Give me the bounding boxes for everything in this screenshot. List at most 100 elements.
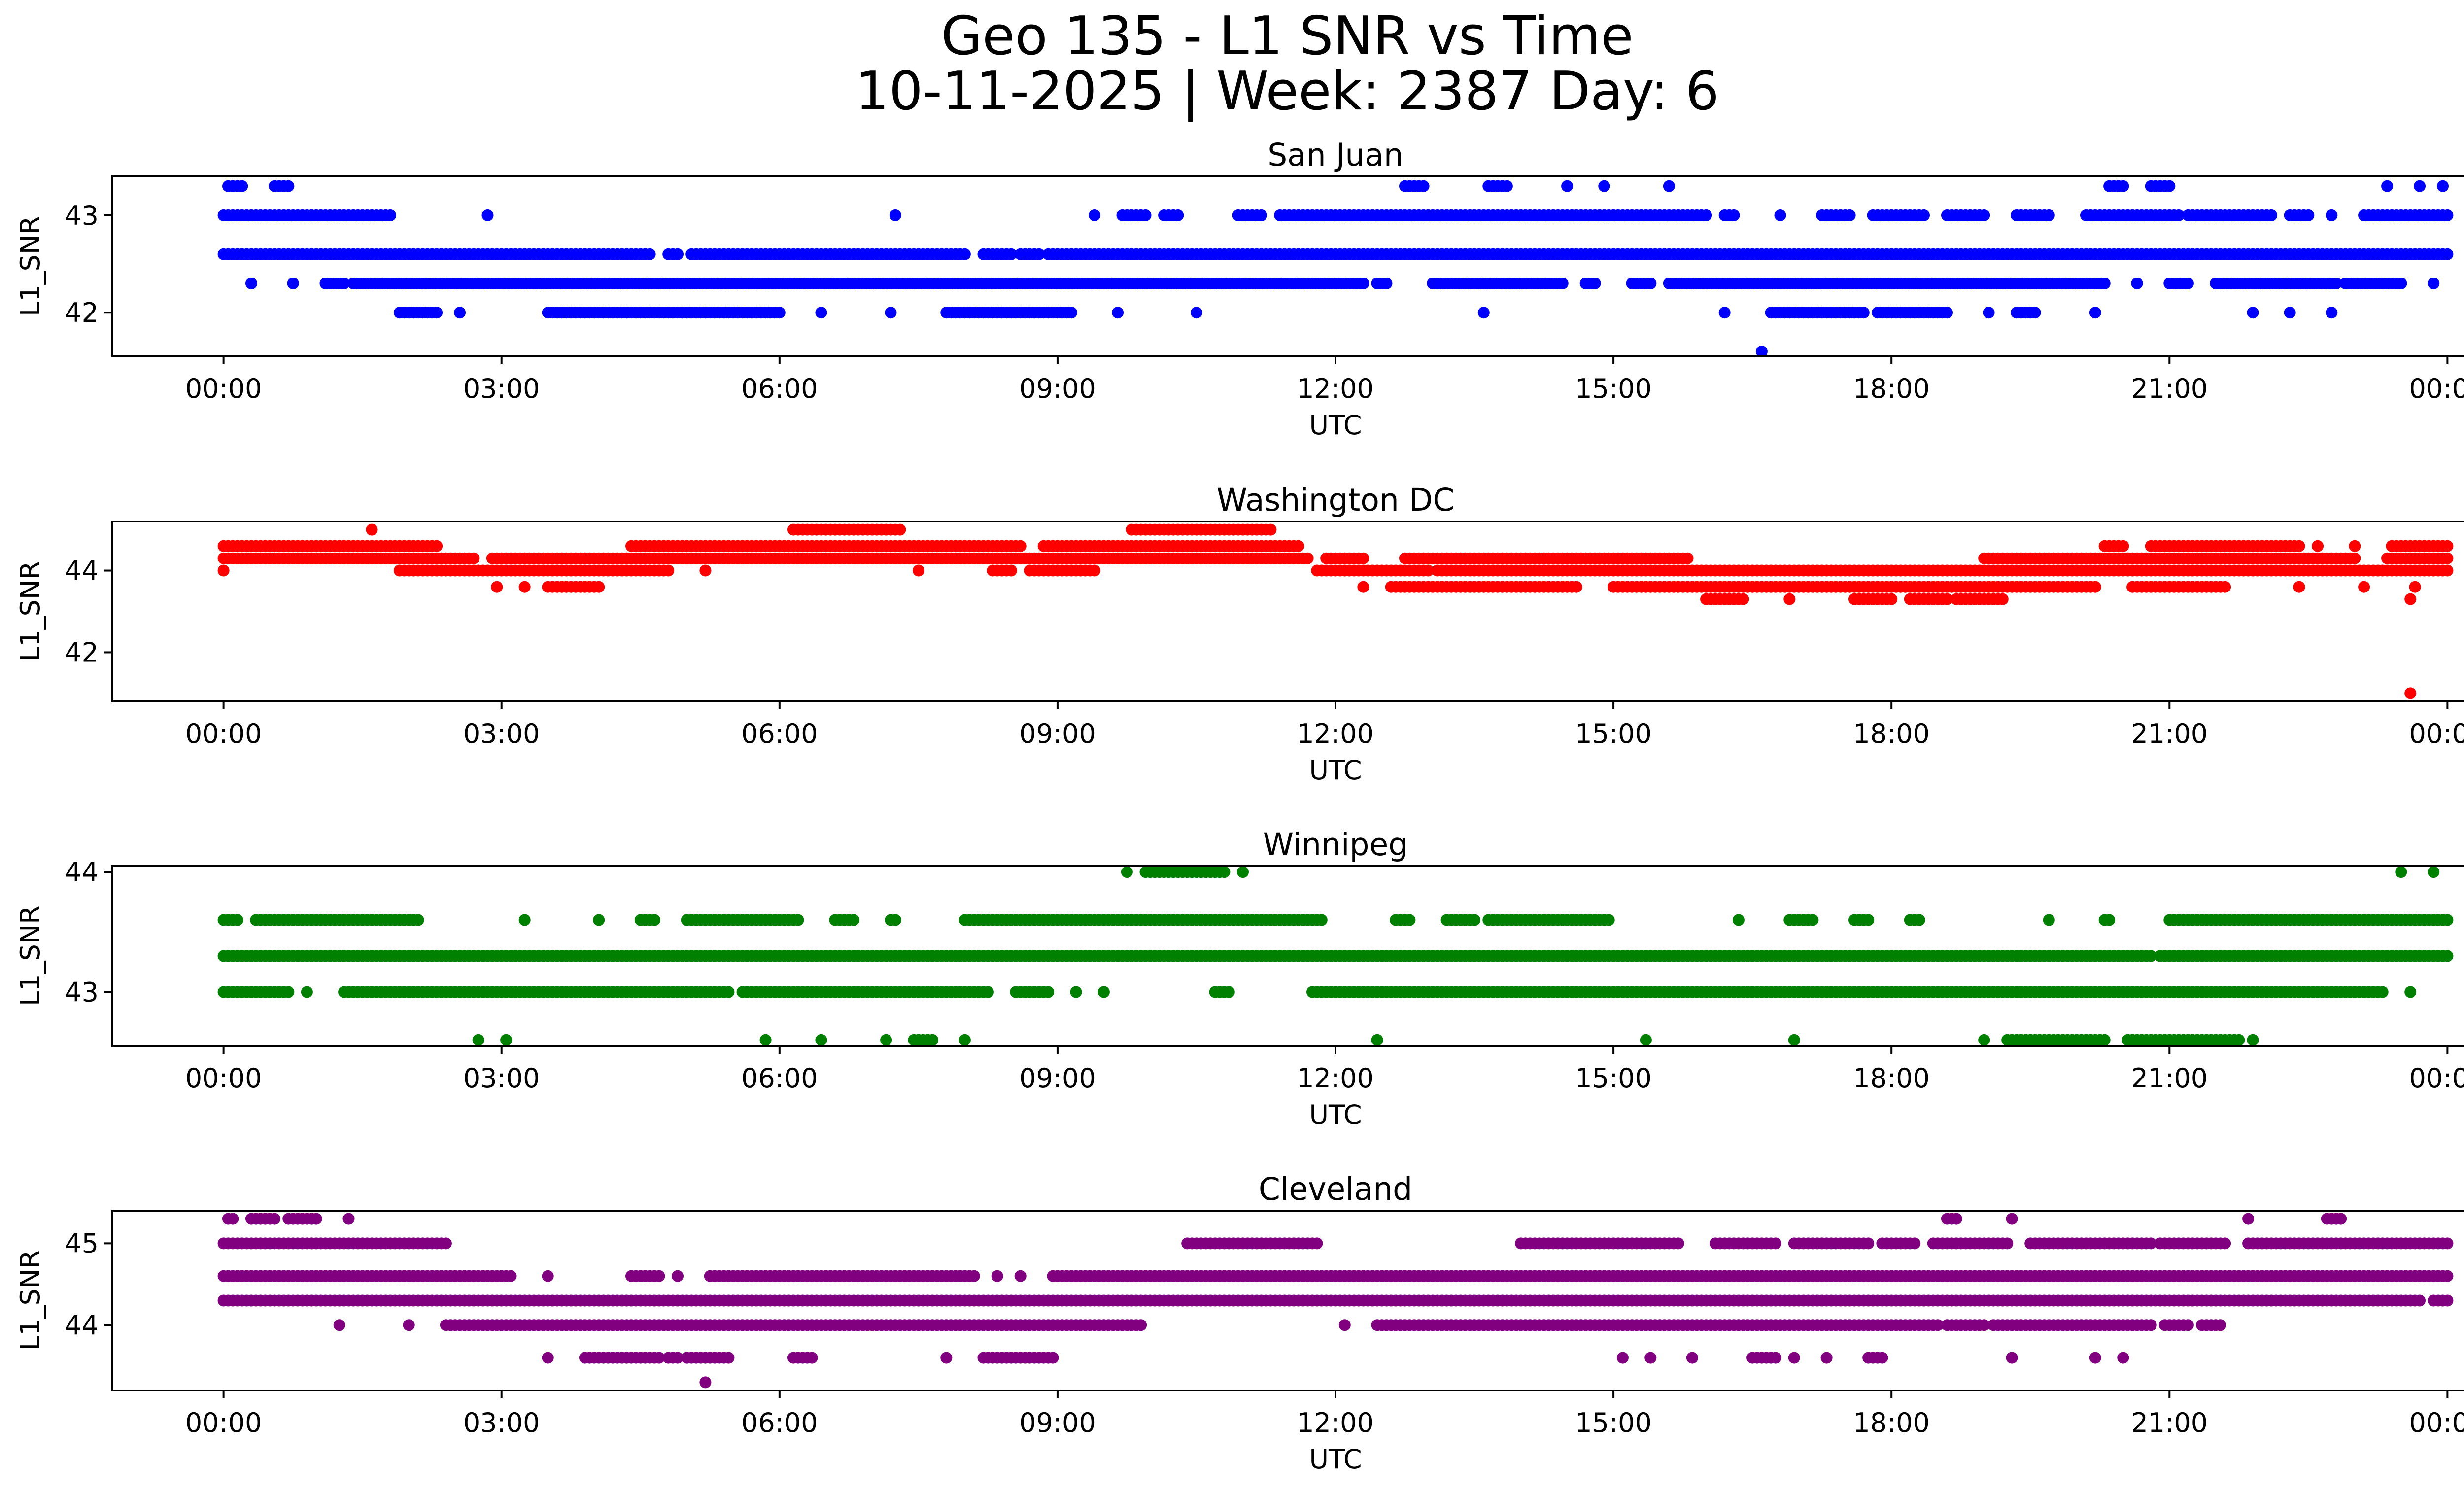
data-point [2441, 248, 2454, 260]
data-point [2302, 209, 2315, 221]
data-point [1788, 1034, 1800, 1046]
data-point [2441, 564, 2454, 577]
data-point [468, 552, 480, 564]
data-point [1644, 278, 1657, 289]
data-point [2381, 180, 2394, 192]
data-point [593, 914, 605, 926]
data-point [1718, 307, 1731, 319]
data-point [2404, 593, 2417, 605]
data-point [2349, 552, 2361, 564]
data-point [2358, 581, 2370, 593]
data-point [2441, 540, 2454, 552]
data-point [1598, 180, 1610, 192]
data-point [1909, 1237, 1921, 1250]
data-point [2131, 278, 2143, 289]
x-tick-label: 06:00 [741, 1063, 818, 1094]
data-point [1301, 552, 1314, 564]
data-point [926, 1034, 939, 1046]
data-point [672, 248, 684, 260]
data-point [1371, 1034, 1383, 1046]
data-point [894, 523, 906, 536]
data-point [1477, 307, 1490, 319]
x-tick-label: 06:00 [741, 718, 818, 749]
data-point [1089, 209, 1101, 221]
figure-title-line-2: 10-11-2025 | Week: 2387 Day: 6 [855, 61, 1719, 122]
data-point [1065, 307, 1078, 319]
data-point [518, 581, 531, 593]
data-point [2441, 1237, 2454, 1250]
data-point [1589, 278, 1601, 289]
data-point [2335, 1213, 2347, 1225]
data-point [2103, 914, 2116, 926]
data-point [2441, 950, 2454, 962]
data-point [1255, 209, 1267, 221]
x-tick-label: 15:00 [1575, 1063, 1652, 1094]
data-point [1672, 1237, 1684, 1250]
data-point [1292, 540, 1304, 552]
data-point [2219, 581, 2231, 593]
data-point [991, 1270, 1003, 1282]
data-point [2247, 307, 2259, 319]
data-point [1380, 278, 1393, 289]
data-point [2441, 914, 2454, 926]
data-point [245, 278, 257, 289]
y-tick-label: 42 [65, 637, 99, 668]
subplot-title: Winnipeg [1263, 827, 1408, 863]
x-axis-label: UTC [1309, 1099, 1362, 1130]
figure-title-line-1: Geo 135 - L1 SNR vs Time [941, 5, 1633, 67]
data-point [1357, 278, 1369, 289]
data-point [1862, 914, 1875, 926]
data-point [2029, 307, 2041, 319]
data-point [2409, 581, 2421, 593]
data-point [1774, 209, 1786, 221]
data-point [2006, 1213, 2018, 1225]
data-point [231, 914, 243, 926]
data-point [2437, 180, 2449, 192]
data-point [1950, 1213, 1962, 1225]
y-tick-label: 44 [65, 556, 99, 587]
data-point [2173, 209, 2185, 221]
x-tick-label: 09:00 [1019, 718, 1096, 749]
data-point [2441, 1270, 2454, 1282]
data-point [1014, 1270, 1027, 1282]
x-tick-label: 06:00 [741, 373, 818, 404]
x-tick-label: 03:00 [463, 718, 540, 749]
subplot-winnipeg: Winnipeg 00:00 03:00 06:00 09:00 12:00 15:00 1… [15, 827, 2464, 1130]
data-point [454, 307, 466, 319]
data-point [1315, 914, 1328, 926]
data-point [1570, 581, 1582, 593]
data-point [2089, 581, 2101, 593]
x-tick-label: 12:00 [1297, 718, 1374, 749]
data-point [431, 307, 443, 319]
x-tick-label: 09:00 [1019, 373, 1096, 404]
data-point [1913, 914, 1925, 926]
data-point [1172, 209, 1184, 221]
y-tick-label: 43 [65, 977, 99, 1008]
data-point [1403, 914, 1416, 926]
data-point [1885, 593, 1898, 605]
x-tick-label: 03:00 [463, 373, 540, 404]
x-tick-label: 00:00 [185, 718, 262, 749]
data-point [1862, 1237, 1875, 1250]
data-point [2404, 986, 2417, 998]
subplot-title: San Juan [1267, 137, 1403, 173]
data-point [1783, 593, 1796, 605]
data-point [649, 914, 660, 926]
data-point [1121, 866, 1133, 878]
data-point [1983, 307, 1995, 319]
data-point [542, 1270, 554, 1282]
data-point [1237, 866, 1249, 878]
data-point [301, 986, 313, 998]
data-point [644, 248, 656, 260]
data-point [505, 1270, 517, 1282]
data-point [2145, 1237, 2157, 1250]
x-tick-label: 18:00 [1853, 373, 1930, 404]
data-point [1918, 209, 1930, 221]
data-point [440, 1237, 452, 1250]
x-axis-label: UTC [1309, 755, 1362, 786]
data-point [491, 581, 503, 593]
data-point [1357, 552, 1369, 564]
data-point [880, 1034, 892, 1046]
data-point [472, 1034, 484, 1046]
